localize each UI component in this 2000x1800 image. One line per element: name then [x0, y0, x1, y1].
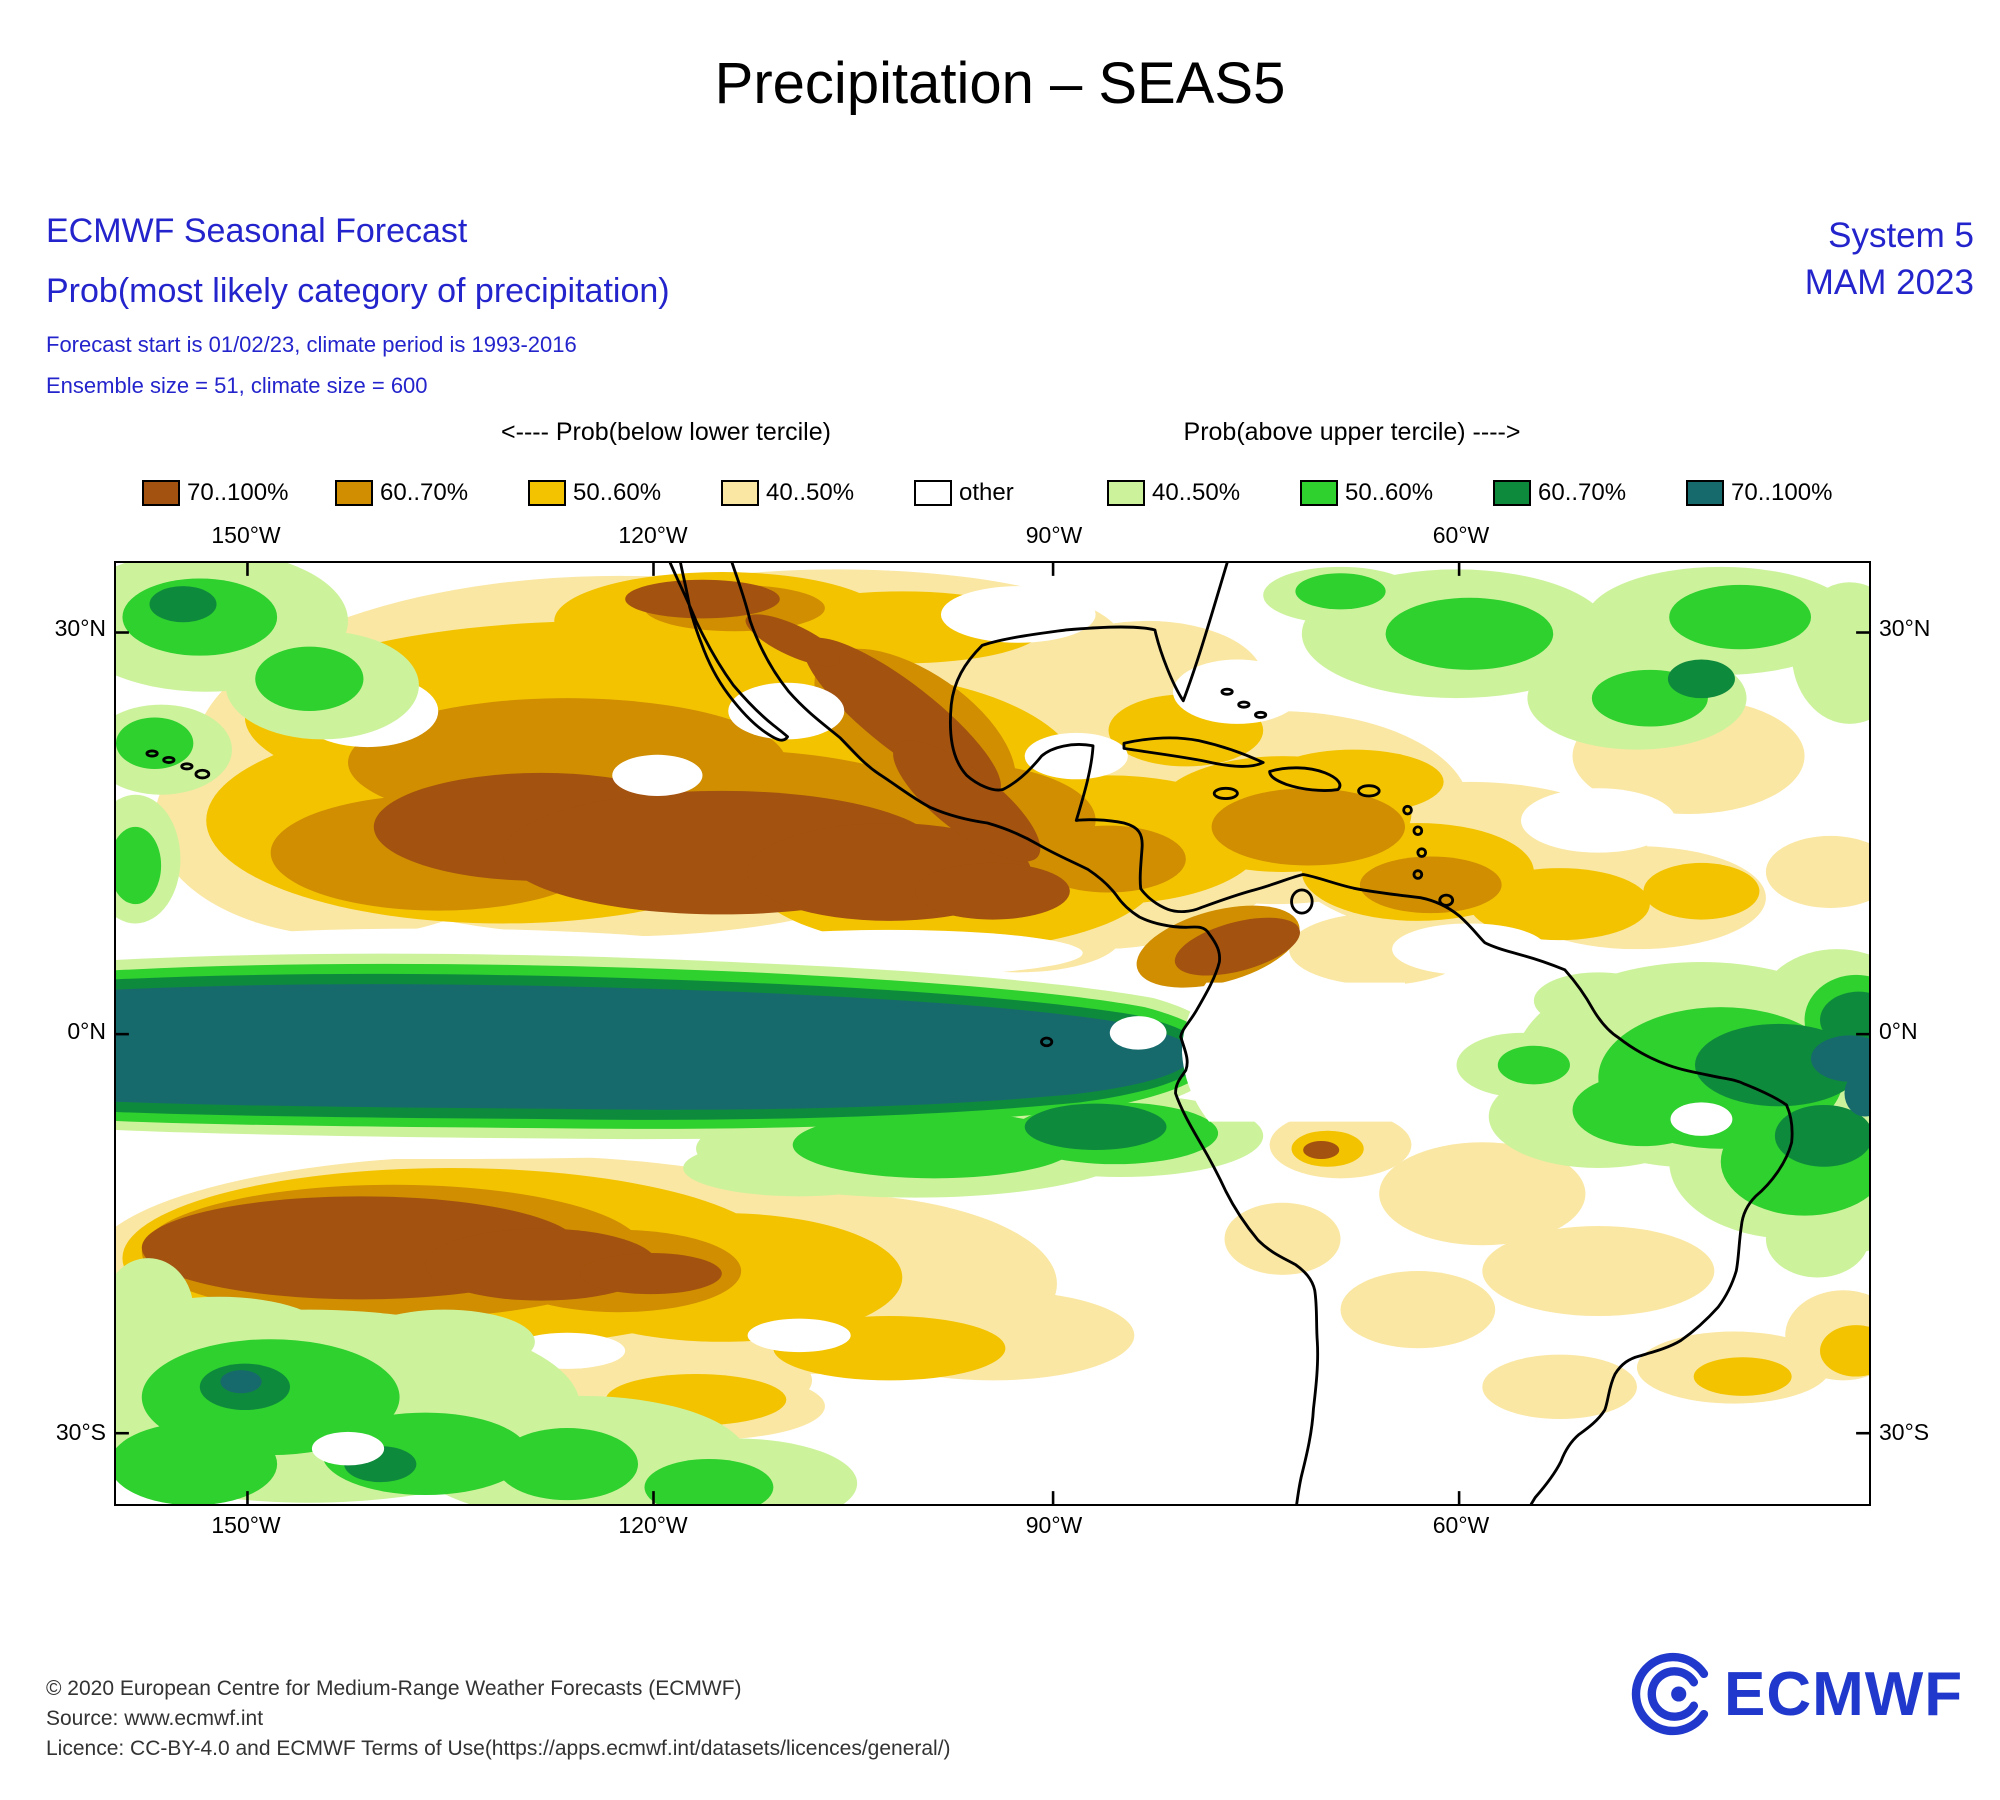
footer-source: Source: www.ecmwf.int: [46, 1706, 264, 1730]
axis-label-right-30s: 30°S: [1879, 1419, 1930, 1445]
legend-item: 50..60%: [528, 479, 721, 507]
coast-cuba: [1122, 736, 1265, 768]
legend-item: 40..50%: [721, 479, 914, 507]
coast-hawaii-1: [145, 749, 159, 758]
coastlines: [145, 563, 1794, 1504]
forecast-map: [114, 561, 1871, 1506]
field-below-70-100: [141, 579, 1340, 1301]
legend-swatch-below-40-50: [721, 480, 759, 506]
axis-label-right-30n: 30°N: [1879, 615, 1931, 641]
axis-label-right-0n: 0°N: [1879, 1018, 1918, 1044]
field-above-70-100: [116, 984, 1869, 1394]
legend-label: 40..50%: [766, 479, 855, 506]
footer-copyright: © 2020 European Centre for Medium-Range …: [46, 1677, 742, 1700]
forecast-header: ECMWF Seasonal Forecast Prob(most likely…: [46, 212, 670, 414]
forecast-map-svg: [116, 563, 1869, 1504]
legend-item: 70..100%: [1686, 479, 1879, 507]
coast-jamaica: [1212, 786, 1239, 800]
legend-swatch-below-60-70: [335, 480, 373, 506]
coast-puerto-rico: [1357, 784, 1381, 798]
ecmwf-logo-icon: [1631, 1652, 1709, 1736]
legend: 70..100% 60..70% 50..60% 40..50% other 4…: [142, 479, 1879, 507]
axis-label-left-0n: 0°N: [67, 1018, 106, 1044]
coast-atlantic-side: [948, 563, 1794, 1504]
footer: © 2020 European Centre for Medium-Range …: [46, 1674, 951, 1763]
legend-label: other: [959, 479, 1014, 506]
axis-label-bottom-90w: 90°W: [1025, 1512, 1083, 1538]
axis-label-top-120w: 120°W: [618, 522, 688, 548]
system-label: System 5: [1828, 216, 1974, 255]
header-start-line: Forecast start is 01/02/23, climate peri…: [46, 332, 577, 357]
field-other-holes-2: [311, 982, 1733, 1466]
legend-item: 60..70%: [1493, 479, 1686, 507]
legend-label: 40..50%: [1152, 479, 1241, 506]
axis-label-top-60w: 60°W: [1432, 522, 1490, 548]
axis-label-left-30s: 30°S: [55, 1419, 106, 1445]
coast-hawaii-2: [162, 755, 176, 764]
coast-hawaii-4: [194, 768, 211, 780]
coast-antilles-1: [1402, 804, 1413, 816]
coast-antilles-4: [1412, 869, 1424, 880]
legend-item: 60..70%: [335, 479, 528, 507]
system-header: System 5 MAM 2023: [1805, 212, 1974, 307]
header-product-line: ECMWF Seasonal Forecast: [46, 212, 468, 250]
header-ensemble-line: Ensemble size = 51, climate size = 600: [46, 373, 428, 398]
legend-swatch-above-50-60: [1300, 480, 1338, 506]
legend-swatch-below-70-100: [142, 480, 180, 506]
page-title: Precipitation – SEAS5: [714, 51, 1286, 116]
legend-swatch-above-60-70: [1493, 480, 1531, 506]
legend-item: 50..60%: [1300, 479, 1493, 507]
header-variable-line: Prob(most likely category of precipitati…: [46, 272, 670, 310]
coast-baja-california: [668, 563, 789, 742]
legend-swatch-above-70-100: [1686, 480, 1724, 506]
legend-header-above: Prob(above upper tercile) ---->: [1183, 418, 1521, 446]
coast-galapagos: [1040, 1036, 1054, 1048]
footer-licence: Licence: CC-BY-4.0 and ECMWF Terms of Us…: [46, 1736, 951, 1760]
legend-swatch-other: [914, 480, 952, 506]
season-label: MAM 2023: [1804, 263, 1974, 303]
legend-label: 70..100%: [187, 479, 289, 506]
coast-bahamas-2: [1237, 700, 1251, 709]
legend-swatch-above-40-50: [1107, 480, 1145, 506]
coast-hispaniola: [1268, 766, 1342, 792]
axis-label-left-30n: 30°N: [54, 615, 106, 641]
legend-item: 70..100%: [142, 479, 335, 507]
legend-label: 70..100%: [1731, 479, 1833, 506]
ecmwf-logo: ECMWF: [1630, 1652, 1963, 1736]
legend-label: 60..70%: [380, 479, 469, 506]
ecmwf-logo-text: ECMWF: [1724, 1659, 1964, 1729]
coast-bahamas-1: [1220, 687, 1234, 696]
legend-label: 60..70%: [1538, 479, 1627, 506]
axis-label-top-150w: 150°W: [211, 522, 281, 548]
coast-pacific-side: [730, 563, 1320, 1504]
legend-item: 40..50%: [1107, 479, 1300, 507]
legend-header-below: <---- Prob(below lower tercile): [501, 418, 831, 446]
legend-label: 50..60%: [573, 479, 662, 506]
axis-label-bottom-150w: 150°W: [211, 1512, 281, 1538]
coast-lake-maracaibo: [1290, 888, 1314, 915]
frame-ticks: [116, 563, 1869, 1504]
legend-label: 50..60%: [1345, 479, 1434, 506]
legend-swatch-below-50-60: [528, 480, 566, 506]
coast-bahamas-3: [1254, 710, 1268, 719]
coast-antilles-2: [1412, 825, 1424, 837]
coast-hawaii-3: [180, 762, 194, 771]
axis-label-bottom-120w: 120°W: [618, 1512, 688, 1538]
coast-trinidad: [1438, 893, 1455, 907]
legend-item: other: [914, 479, 1107, 507]
axis-label-top-90w: 90°W: [1025, 522, 1083, 548]
axis-label-bottom-60w: 60°W: [1432, 1512, 1490, 1538]
coast-antilles-3: [1416, 847, 1428, 858]
